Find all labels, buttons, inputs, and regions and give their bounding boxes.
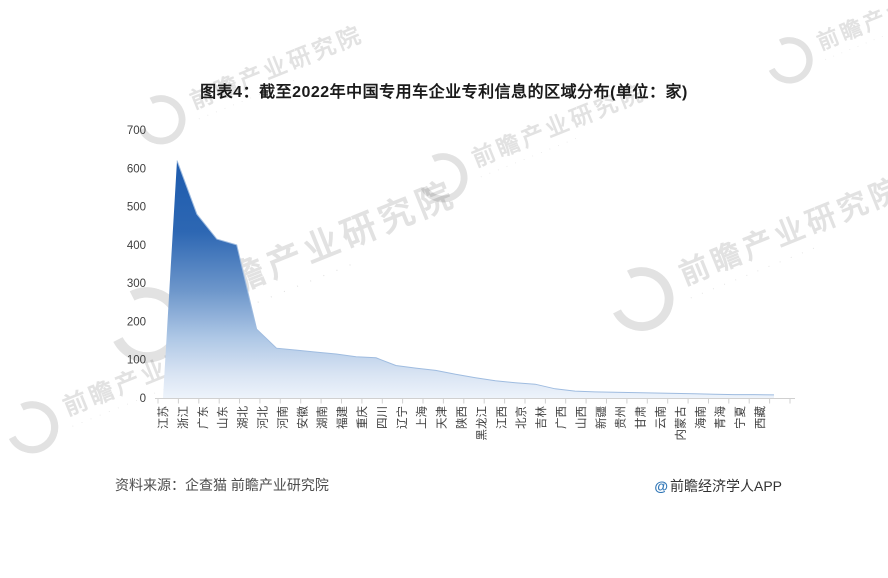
x-tick-label: 云南 xyxy=(654,406,668,429)
chart-title: 图表4：截至2022年中国专用车企业专利信息的区域分布(单位：家) xyxy=(200,84,688,101)
x-tick-label: 四川 xyxy=(376,406,389,429)
x-tick-label: 广东 xyxy=(197,406,210,429)
x-tick-label: 天津 xyxy=(436,406,449,429)
credit-label: 前瞻经济学人APP xyxy=(669,478,782,494)
x-tick-label: 西藏 xyxy=(754,406,767,429)
x-tick-label: 河南 xyxy=(275,406,289,429)
x-tick-label: 江苏 xyxy=(157,406,170,429)
x-tick-label: 山西 xyxy=(575,406,588,429)
x-tick-label: 湖南 xyxy=(315,406,329,429)
x-tick-label: 陕西 xyxy=(455,406,469,429)
y-tick-label: 600 xyxy=(127,163,146,175)
x-tick-label: 辽宁 xyxy=(395,406,409,429)
x-tick-label: 安徽 xyxy=(295,406,309,429)
y-tick-label: 300 xyxy=(127,278,146,290)
x-tick-label: 上海 xyxy=(415,406,429,429)
x-tick-label: 青海 xyxy=(713,406,727,429)
x-tick-label: 吉林 xyxy=(534,406,548,429)
x-tick-label: 宁夏 xyxy=(733,406,747,429)
x-tick-label: 新疆 xyxy=(594,406,608,429)
y-tick-label: 400 xyxy=(127,240,146,252)
area-top-edge xyxy=(176,160,775,396)
x-tick-label: 福建 xyxy=(335,406,349,429)
y-tick-label: 100 xyxy=(127,355,146,367)
y-tick-label: 700 xyxy=(127,125,146,137)
x-tick-label: 内蒙古 xyxy=(673,406,687,441)
x-tick-label: 重庆 xyxy=(355,406,369,429)
x-tick-label: 贵州 xyxy=(615,406,628,429)
x-tick-label: 海南 xyxy=(693,406,707,429)
x-tick-label: 浙江 xyxy=(177,406,190,429)
x-tick-label: 湖北 xyxy=(236,406,250,429)
x-tick-label: 河北 xyxy=(257,406,270,429)
y-tick-label: 200 xyxy=(127,316,146,328)
x-tick-label: 黑龙江 xyxy=(475,406,488,441)
x-tick-label: 山东 xyxy=(217,406,230,429)
x-tick-label: 广西 xyxy=(555,406,568,429)
source-note: 资料来源：企查猫 前瞻产业研究院 xyxy=(115,477,329,493)
y-tick-label: 0 xyxy=(140,393,146,405)
x-tick-label: 北京 xyxy=(514,406,528,429)
area-fill xyxy=(163,160,774,398)
credit-line: @ 前瞻经济学人APP xyxy=(654,476,782,496)
at-logo-icon: @ xyxy=(654,478,668,494)
y-tick-label: 500 xyxy=(127,202,146,214)
x-tick-label: 江西 xyxy=(495,406,508,429)
x-tick-label: 甘肃 xyxy=(635,406,648,429)
